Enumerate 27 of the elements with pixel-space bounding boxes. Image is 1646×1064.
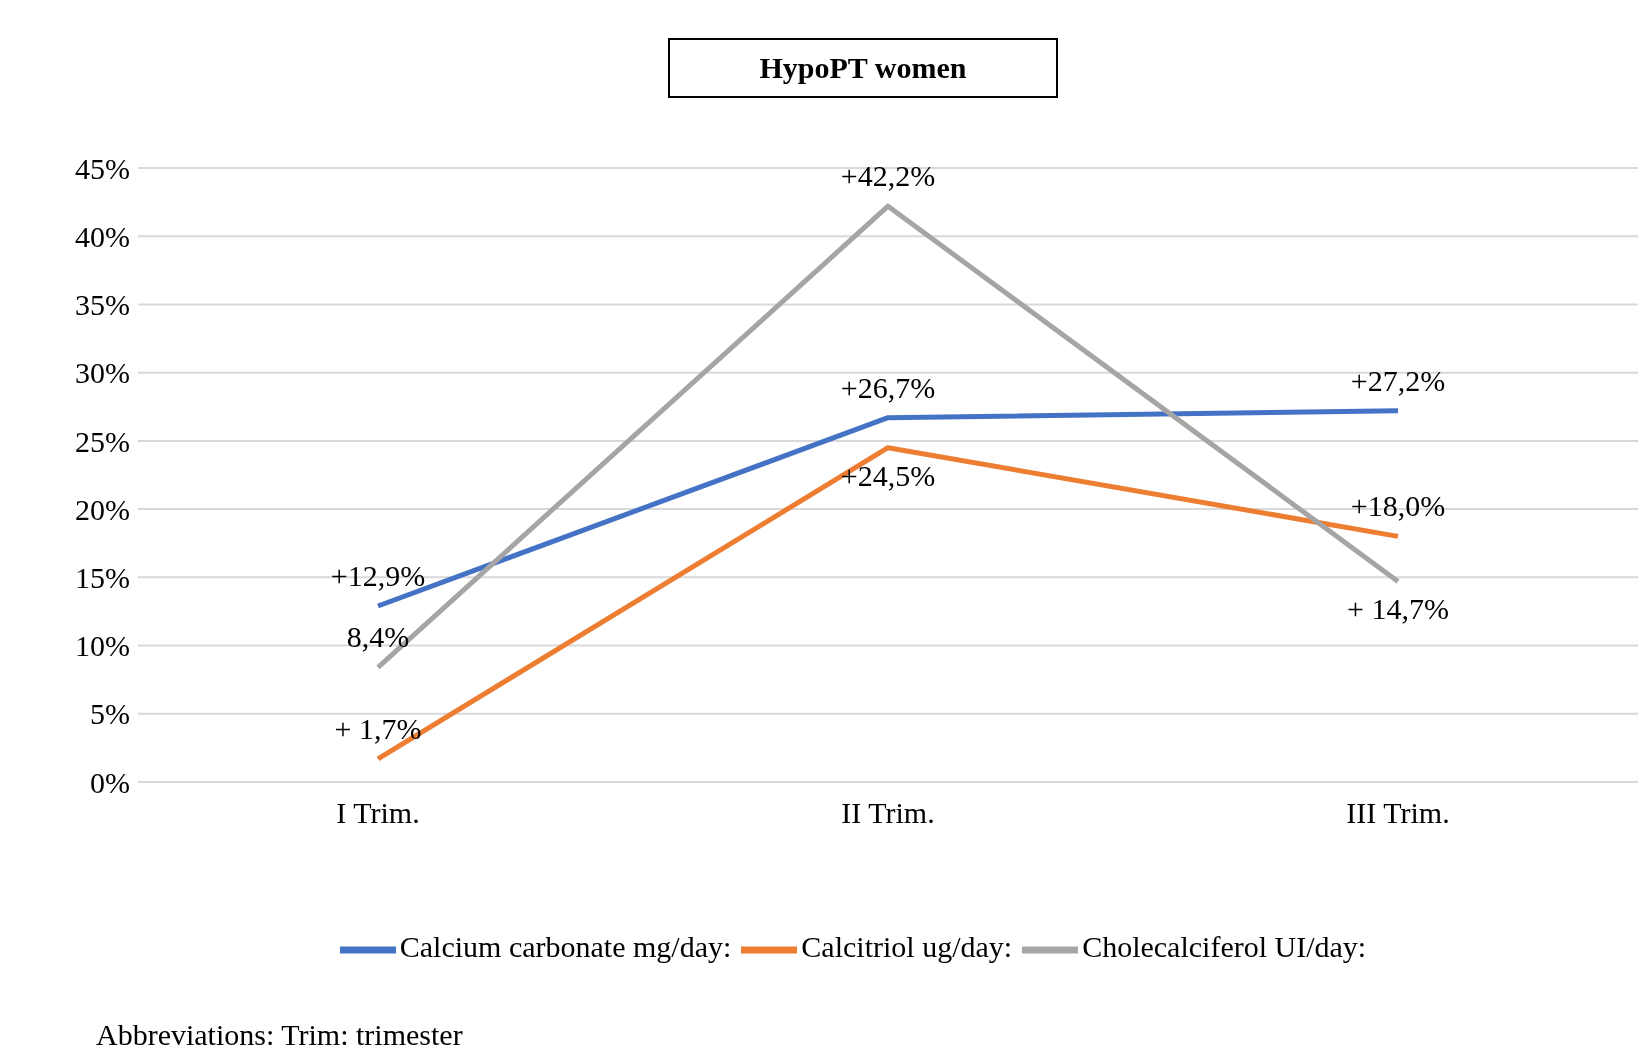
- text: Abbreviations: Trim: trimester: [96, 1018, 463, 1052]
- chart-title: HypoPT women: [668, 38, 1058, 98]
- legend-label: Calcium carbonate mg/day:: [399, 929, 732, 963]
- data-label: + 1,7%: [334, 711, 422, 745]
- legend-label: Calcitriol ug/day:: [801, 929, 1013, 963]
- data-label: +42,2%: [840, 159, 936, 193]
- data-label: +12,9%: [330, 558, 426, 592]
- y-tick-label: 5%: [90, 697, 130, 731]
- y-tick-label: 40%: [75, 219, 130, 253]
- y-tick-label: 45%: [75, 151, 130, 185]
- x-tick-label: II Trim.: [841, 796, 935, 830]
- legend-label: Cholecalciferol UI/day:: [1082, 929, 1367, 963]
- x-tick-label: I Trim.: [336, 796, 420, 830]
- y-tick-label: 15%: [75, 560, 130, 594]
- data-label: 8,4%: [346, 620, 410, 654]
- data-label: +18,0%: [1350, 489, 1446, 523]
- data-label: + 14,7%: [1347, 592, 1449, 626]
- data-label: +27,2%: [1350, 363, 1446, 397]
- y-tick-label: 20%: [75, 492, 130, 526]
- x-tick-label: III Trim.: [1346, 796, 1450, 830]
- data-label: +24,5%: [840, 458, 936, 492]
- y-tick-label: 25%: [75, 424, 130, 458]
- y-tick-label: 30%: [75, 356, 130, 390]
- y-tick-label: 0%: [90, 765, 130, 799]
- data-label: +26,7%: [840, 370, 936, 404]
- y-tick-label: 35%: [75, 288, 130, 322]
- y-tick-label: 10%: [75, 629, 130, 663]
